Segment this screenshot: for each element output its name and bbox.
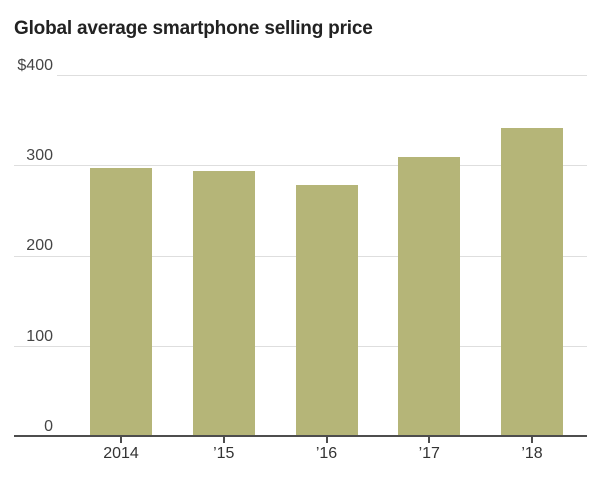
x-axis-tick-16 <box>325 437 328 443</box>
bar-2014 <box>90 167 152 437</box>
x-axis-tick-15 <box>222 437 225 443</box>
x-axis-label-15: ’15 <box>213 445 235 462</box>
x-axis-line <box>14 435 587 437</box>
gridline-400 <box>57 75 587 76</box>
x-axis-label-2014: 2014 <box>103 445 139 462</box>
x-axis-tick-2014 <box>120 437 122 443</box>
y-axis-label-100: 100 <box>26 327 53 345</box>
x-axis-label-18: ’18 <box>521 445 543 462</box>
x-axis-label-17: ’17 <box>418 445 440 462</box>
x-axis-label-16: ’16 <box>315 445 338 462</box>
bar-17 <box>398 156 461 437</box>
bar-16 <box>295 184 358 437</box>
y-axis-label-300: 300 <box>26 146 53 164</box>
bar-18 <box>501 127 563 437</box>
gridline-300 <box>14 165 587 167</box>
y-axis-label-200: 200 <box>26 237 53 255</box>
x-axis-tick-17 <box>428 437 431 443</box>
y-axis-label-0: 0 <box>44 418 53 435</box>
x-axis-tick-18 <box>531 437 533 443</box>
bar-15 <box>192 171 255 437</box>
chart-title: Global average smartphone selling price <box>14 18 373 39</box>
y-axis-label-400: $400 <box>17 56 53 74</box>
